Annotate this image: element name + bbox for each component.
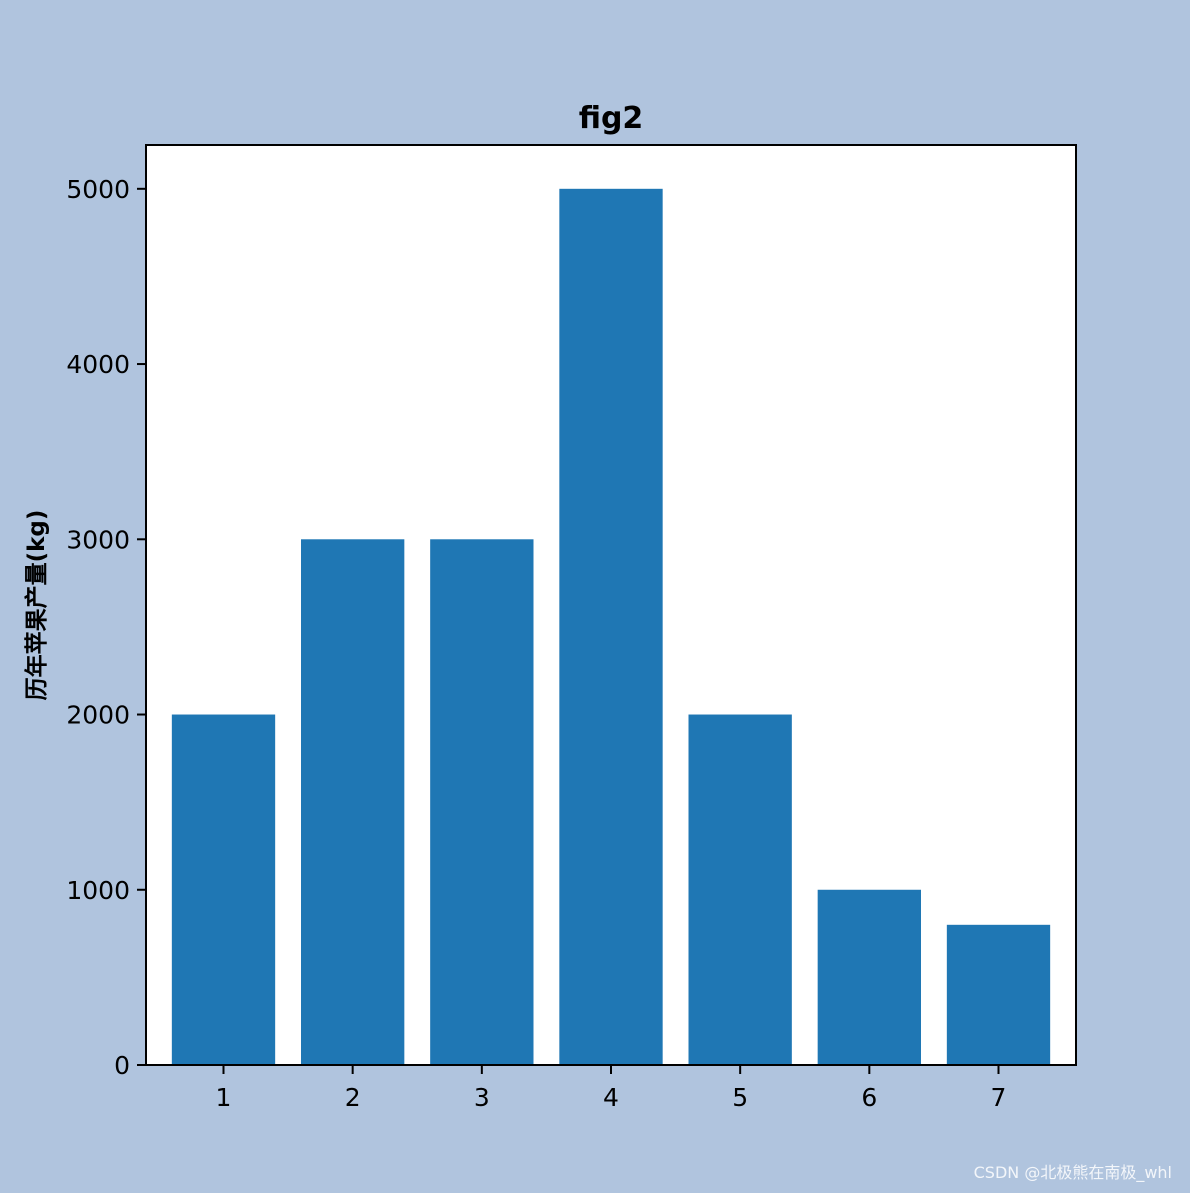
y-tick-label: 0 [114,1051,130,1080]
bar-1 [171,714,276,1065]
bar-5 [688,714,792,1065]
x-tick-label: 4 [603,1083,619,1112]
x-tick-label: 2 [345,1083,361,1112]
y-axis-label: 历年苹果产量(kg) [23,510,50,701]
plot-frame [145,144,1077,1066]
chart-title: fig2 [579,101,644,136]
bars-group [171,188,1051,1066]
y-tick-label: 4000 [66,350,130,379]
bar-2 [301,539,405,1065]
bar-3 [430,539,534,1065]
x-tick-label: 3 [474,1083,490,1112]
y-axis-ticks: 0 1000 2000 3000 4000 5000 [66,175,146,1080]
y-tick-label: 1000 [66,876,130,905]
y-tick-label: 2000 [66,701,130,730]
bar-4 [559,188,663,1066]
x-axis-ticks: 1 2 3 4 5 6 7 [216,1065,1007,1112]
bar-6 [817,889,921,1065]
y-tick-label: 5000 [66,175,130,204]
x-tick-label: 7 [991,1083,1007,1112]
y-tick-label: 3000 [66,525,130,554]
x-tick-label: 5 [732,1083,748,1112]
x-tick-label: 6 [861,1083,877,1112]
x-tick-label: 1 [216,1083,232,1112]
watermark-text: CSDN @北极熊在南极_whl [973,1163,1172,1182]
bar-7 [946,924,1051,1065]
